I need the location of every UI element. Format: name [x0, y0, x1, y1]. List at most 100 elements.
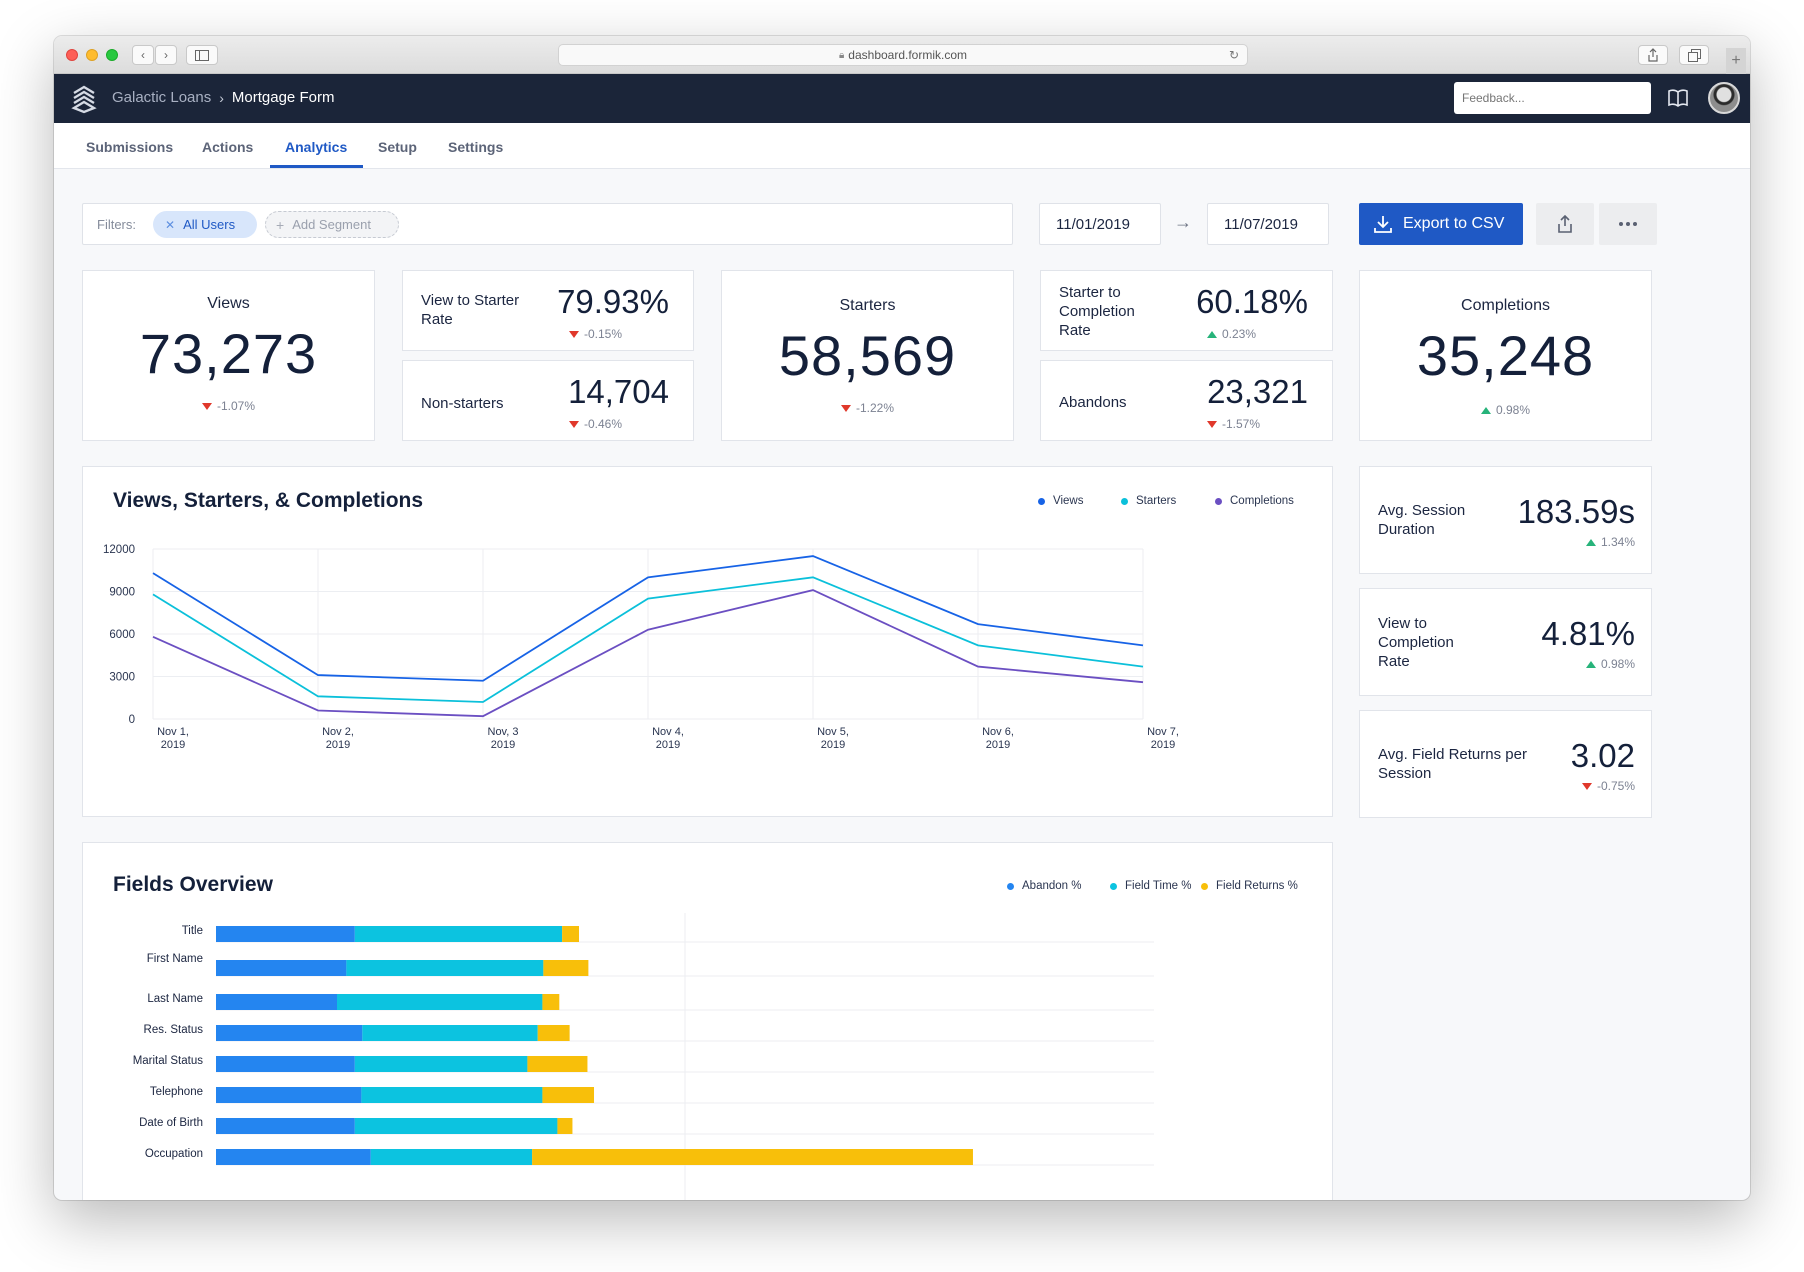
series-line-views [152, 555, 1144, 682]
minimize-window-button[interactable] [86, 49, 98, 61]
views-label: Views [207, 295, 250, 312]
legend-starters[interactable]: Starters [1121, 495, 1176, 507]
view-to-completion-label: View to Completion Rate [1378, 615, 1454, 670]
avg-field-returns-card: Avg. Field Returns per Session 3.02 -0.7… [1359, 710, 1652, 818]
legend-completions-label: Completions [1230, 495, 1294, 507]
legend-field-time[interactable]: Field Time % [1110, 880, 1191, 892]
legend-field-time-label: Field Time % [1125, 880, 1192, 892]
field-label: Last Name [147, 993, 203, 1005]
legend-abandon[interactable]: Abandon % [1007, 880, 1081, 892]
export-csv-button[interactable]: Export to CSV [1359, 203, 1523, 245]
feedback-input[interactable] [1454, 82, 1651, 114]
starters-label: Starters [839, 297, 896, 314]
more-icon [1619, 222, 1637, 226]
y-tick-label: 0 [129, 714, 135, 726]
legend-dot [1121, 497, 1128, 505]
breadcrumb-parent[interactable]: Galactic Loans [112, 89, 212, 106]
legend-views[interactable]: Views [1038, 495, 1083, 507]
completions-delta-value: 0.98% [1495, 403, 1531, 417]
y-tick-label: 6000 [109, 629, 135, 641]
start-date-input[interactable]: 11/01/2019 [1039, 203, 1161, 245]
view-to-starter-label: View to Starter Rate [421, 292, 520, 328]
bar-segment-field-returns [543, 960, 589, 976]
x-tick-label: 2019 [656, 739, 680, 751]
view-to-completion-value: 4.81% [1541, 615, 1635, 652]
trend-up-icon [1585, 660, 1596, 668]
legend-dot [1038, 497, 1045, 505]
non-starters-delta: -0.46% [569, 417, 622, 431]
x-tick-label: Nov 7, [1147, 726, 1179, 738]
view-to-starter-value: 79.93% [557, 283, 669, 320]
views-delta: -1.07% [83, 399, 374, 413]
x-tick-label: Nov 1, [157, 726, 189, 738]
address-bar[interactable]: 🔒︎ dashboard.formik.com ↻ [558, 44, 1248, 66]
non-starters-delta-value: -0.46% [584, 417, 623, 431]
plus-icon: + [1731, 52, 1741, 69]
app-header: Galactic Loans › Mortgage Form [54, 74, 1750, 123]
close-icon[interactable]: ✕ [165, 217, 176, 232]
download-icon [1374, 216, 1392, 233]
avatar[interactable] [1708, 82, 1740, 114]
field-label: Telephone [150, 1086, 203, 1098]
bar-segment-field-returns [542, 994, 560, 1010]
view-to-starter-card: View to Starter Rate 79.93% -0.15% [402, 270, 694, 351]
chevron-right-icon: › [219, 89, 224, 106]
non-starters-value: 14,704 [568, 373, 669, 410]
trend-up-icon [1585, 538, 1596, 546]
tab-actions[interactable]: Actions [202, 139, 254, 155]
trend-down-icon [569, 420, 579, 428]
segment-chip-label: All Users [183, 217, 236, 232]
avg-session-label: Avg. Session Duration [1378, 502, 1466, 538]
tabs-overview-button[interactable] [1679, 45, 1709, 65]
avg-field-returns-value: 3.02 [1570, 737, 1635, 774]
tab-settings[interactable]: Settings [448, 139, 504, 155]
x-tick-label: Nov 5, [817, 726, 849, 738]
field-label: Marital Status [133, 1055, 204, 1067]
back-button[interactable]: ‹ [132, 45, 154, 65]
forward-button[interactable]: › [155, 45, 177, 65]
avg-session-value: 183.59s [1517, 493, 1635, 530]
starters-card: Starters 58,569 -1.22% [721, 270, 1014, 441]
legend-dot [1201, 882, 1208, 890]
close-window-button[interactable] [66, 49, 78, 61]
legend-completions[interactable]: Completions [1215, 495, 1294, 507]
browser-share-button[interactable] [1638, 45, 1668, 65]
tab-setup[interactable]: Setup [378, 139, 417, 155]
formik-logo-icon[interactable] [70, 84, 98, 114]
bar-segment-abandon [216, 960, 347, 976]
series-line-starters [152, 576, 1144, 703]
legend-field-returns[interactable]: Field Returns % [1201, 880, 1298, 892]
fields-bar-chart: Title First Name Last Name Res. Status Marit… [133, 913, 1154, 1200]
x-tick-label: Nov 2, [322, 726, 354, 738]
abandons-delta: -1.57% [1207, 417, 1260, 431]
tab-submissions[interactable]: Submissions [86, 139, 174, 155]
new-tab-button[interactable]: + [1726, 48, 1746, 74]
filters-label: Filters: [97, 217, 136, 232]
reload-icon[interactable]: ↻ [1228, 48, 1239, 62]
end-date-input[interactable]: 11/07/2019 [1207, 203, 1329, 245]
url-text: dashboard.formik.com [848, 48, 968, 62]
segment-chip-all-users[interactable]: ✕ All Users [153, 211, 257, 238]
views-value: 73,273 [139, 322, 318, 385]
y-tick-label: 12000 [103, 544, 135, 556]
start-date-value: 11/01/2019 [1056, 215, 1130, 233]
bar-segment-field-returns [537, 1025, 570, 1041]
trend-up-icon [1480, 406, 1491, 414]
chevron-right-icon: › [164, 48, 168, 62]
add-segment-button[interactable]: + Add Segment [265, 211, 399, 238]
x-tick-label: 2019 [821, 739, 845, 751]
legend-abandon-label: Abandon % [1022, 880, 1082, 892]
starter-to-completion-label: Starter to Completion Rate [1059, 284, 1135, 339]
plus-icon: + [276, 216, 285, 233]
starters-delta-value: -1.22% [855, 401, 895, 415]
tab-analytics[interactable]: Analytics [285, 139, 348, 155]
docs-book-icon[interactable] [1667, 87, 1689, 109]
more-options-button[interactable] [1599, 203, 1657, 245]
export-csv-label: Export to CSV [1403, 215, 1505, 232]
sidebar-toggle-button[interactable] [186, 45, 218, 65]
avg-session-delta-value: 1.34% [1600, 535, 1635, 549]
avg-field-returns-delta: -0.75% [1581, 779, 1635, 793]
share-button[interactable] [1536, 203, 1594, 245]
zoom-window-button[interactable] [106, 49, 118, 61]
chevron-left-icon: ‹ [141, 48, 145, 62]
